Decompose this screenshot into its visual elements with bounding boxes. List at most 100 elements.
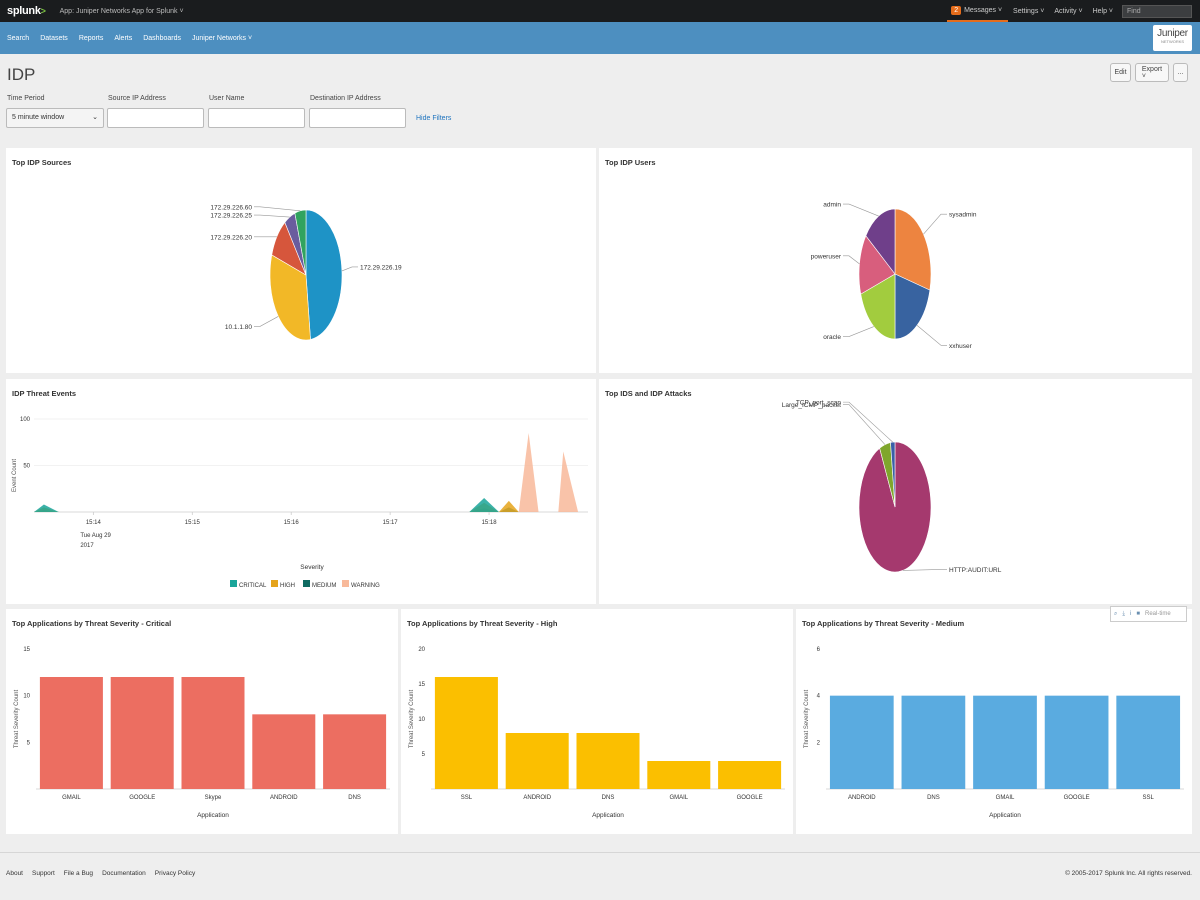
footer-link-file-a-bug[interactable]: File a Bug xyxy=(63,870,94,877)
y-axis-label: Threat Severity Count xyxy=(804,689,810,748)
bar-gmail[interactable] xyxy=(39,677,103,789)
export-icon[interactable]: ⤓ xyxy=(1122,610,1126,617)
settings-menu[interactable]: Settings ˅ xyxy=(1013,7,1045,15)
realtime-label: Real-time xyxy=(1145,611,1171,617)
pie-slice-oracle[interactable] xyxy=(860,273,896,340)
bar-dns[interactable] xyxy=(901,695,966,789)
top-idp-users-pie-chart: sysadmin xxhuser oracle poweruser admin xyxy=(811,202,977,350)
y-tick-label: 5 xyxy=(422,752,426,758)
more-button[interactable]: ... xyxy=(1173,63,1188,82)
legend-label-high[interactable]: HIGH xyxy=(280,583,295,589)
export-button[interactable]: Export ˅ xyxy=(1135,63,1169,82)
y-tick-label: 20 xyxy=(418,647,425,653)
x-tick-label: DNS xyxy=(602,795,615,801)
bar-android[interactable] xyxy=(252,714,316,789)
x-tick-label: SSL xyxy=(1143,795,1155,801)
legend-label-warning[interactable]: WARNING xyxy=(351,583,380,589)
nav-dashboards[interactable]: Dashboards xyxy=(143,34,181,42)
bar-google[interactable] xyxy=(718,761,782,789)
nav-search[interactable]: Search xyxy=(7,34,30,42)
pie-leader-line xyxy=(843,203,879,217)
x-tick-label: 15:18 xyxy=(482,520,498,526)
footer-link-support[interactable]: Support xyxy=(32,870,55,877)
legend-label-critical[interactable]: CRITICAL xyxy=(239,583,267,589)
edit-button[interactable]: Edit xyxy=(1110,63,1131,82)
bar-gmail[interactable] xyxy=(973,695,1037,789)
user-name-label: User Name xyxy=(209,95,245,102)
app-switcher[interactable]: App: Juniper Networks App for Splunk ˅ xyxy=(59,7,184,15)
nav-juniper-networks[interactable]: Juniper Networks ˅ xyxy=(191,34,253,42)
bar-android[interactable] xyxy=(505,733,569,789)
x-tick-label: GOOGLE xyxy=(737,795,763,801)
area-series-high[interactable] xyxy=(34,500,588,512)
bar-ssl[interactable] xyxy=(434,677,498,789)
pie-label-sysadmin: sysadmin xyxy=(949,212,977,219)
x-year-label: 2017 xyxy=(80,543,94,549)
pie-leader-line xyxy=(843,255,860,265)
time-period-select[interactable]: 5 minute window ⌄ xyxy=(6,108,104,128)
user-name-input[interactable] xyxy=(208,108,305,128)
footer-link-documentation[interactable]: Documentation xyxy=(102,870,146,877)
info-icon[interactable]: i xyxy=(1130,611,1132,617)
x-date-label: Tue Aug 29 xyxy=(80,533,111,539)
bar-google[interactable] xyxy=(1044,695,1109,789)
panel-title: Top IDP Users xyxy=(605,158,656,167)
nav-alerts[interactable]: Alerts xyxy=(114,34,133,42)
pie-leader-line xyxy=(902,569,947,571)
pie-label-http-audit-url: HTTP:AUDIT:URL xyxy=(949,567,1002,574)
pie-slice-xxhuser[interactable] xyxy=(894,273,931,340)
panel-title: Top IDP Sources xyxy=(12,158,72,167)
panel-top-ids-idp-attacks: Top IDS and IDP Attacks HTTP:AUDIT:URL La… xyxy=(599,379,1192,604)
legend-swatch-high xyxy=(271,580,278,587)
help-menu[interactable]: Help ˅ xyxy=(1092,7,1113,15)
bar-ssl[interactable] xyxy=(1116,695,1181,789)
pie-slice-tcp-port-scan[interactable] xyxy=(890,441,896,508)
panel-idp-threat-events: IDP Threat Events 50 100 Event Count 15:14 1… xyxy=(6,379,596,604)
area-series-critical[interactable] xyxy=(34,498,588,512)
pie-slice-10-1-1-80[interactable] xyxy=(269,254,311,341)
y-tick-label: 6 xyxy=(817,647,821,653)
messages-menu[interactable]: 2 Messages ˅ xyxy=(947,0,1009,22)
pie-label-admin: admin xyxy=(823,202,841,209)
pie-slice-sysadmin[interactable] xyxy=(894,208,932,291)
x-axis-label: Application xyxy=(197,812,229,819)
find-input[interactable]: Find xyxy=(1122,4,1192,18)
splunk-logo[interactable]: splunk> xyxy=(7,5,46,17)
panel-top-idp-users: Top IDP Users sysadmin xxhuser oracle power… xyxy=(599,148,1192,373)
pie-leader-line xyxy=(254,206,301,212)
x-axis-label: Severity xyxy=(300,564,324,571)
open-in-search-icon[interactable]: ■ xyxy=(1136,611,1140,617)
source-ip-label: Source IP Address xyxy=(108,95,166,102)
legend-label-medium[interactable]: MEDIUM xyxy=(312,583,336,589)
pie-leader-line xyxy=(254,316,279,327)
search-icon[interactable]: ⌕ xyxy=(1114,610,1118,617)
nav-datasets[interactable]: Datasets xyxy=(40,34,68,42)
source-ip-input[interactable] xyxy=(107,108,204,128)
destination-ip-input[interactable] xyxy=(309,108,406,128)
bar-gmail[interactable] xyxy=(647,761,711,789)
panel-threat-severity-high: Top Applications by Threat Severity - Hi… xyxy=(401,609,793,834)
juniper-logo: Juniper NETWORKS xyxy=(1153,25,1192,51)
y-tick-label: 10 xyxy=(418,717,425,723)
hide-filters-link[interactable]: Hide Filters xyxy=(416,115,452,122)
activity-menu[interactable]: Activity ˅ xyxy=(1054,7,1083,15)
pie-slice-172-29-226-19[interactable] xyxy=(305,209,343,340)
panel-title: IDP Threat Events xyxy=(12,389,77,398)
footer-link-privacy-policy[interactable]: Privacy Policy xyxy=(154,870,196,877)
bar-android[interactable] xyxy=(829,695,894,789)
panel-tools: ⌕ ⤓ i ■ Real-time xyxy=(1110,606,1187,622)
x-tick-label: DNS xyxy=(927,795,940,801)
x-tick-label: Skype xyxy=(205,795,222,801)
bar-dns[interactable] xyxy=(576,733,640,789)
area-series-warning[interactable] xyxy=(34,432,588,512)
bar-google[interactable] xyxy=(110,677,174,789)
x-tick-label: ANDROID xyxy=(523,795,551,801)
pie-label-oracle: oracle xyxy=(823,334,841,341)
pie-label-172-29-226-19: 172.29.226.19 xyxy=(360,264,402,271)
legend-swatch-warning xyxy=(342,580,349,587)
bar-skype[interactable] xyxy=(181,677,245,789)
nav-reports[interactable]: Reports xyxy=(78,34,104,42)
footer-link-about[interactable]: About xyxy=(6,870,23,877)
bar-dns[interactable] xyxy=(323,714,387,789)
pie-leader-line xyxy=(916,325,947,346)
